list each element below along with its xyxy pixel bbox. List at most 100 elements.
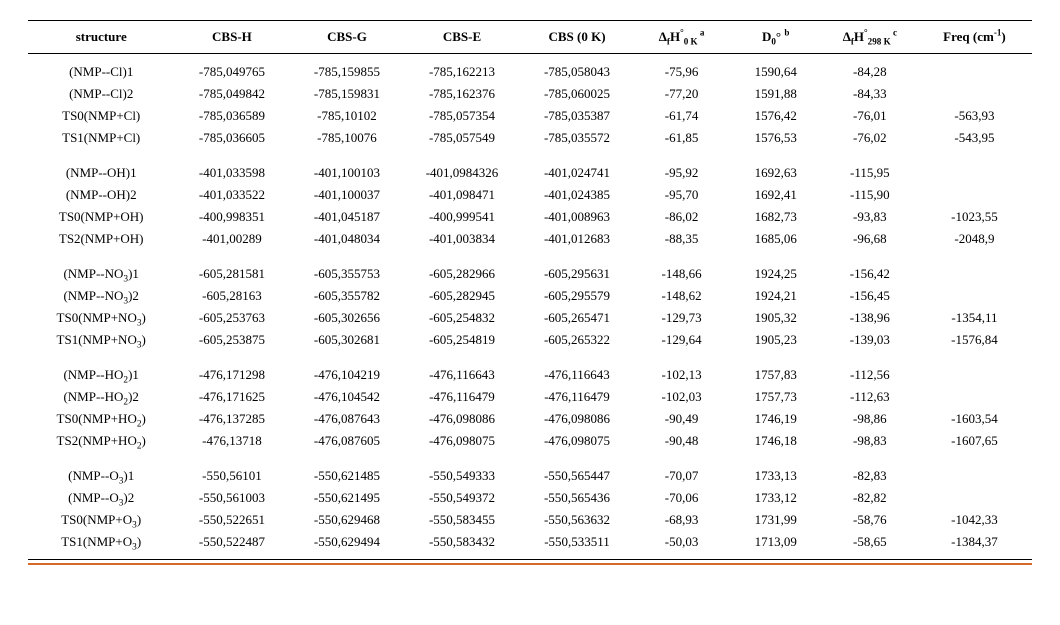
cell-d0: 1757,73 bbox=[729, 386, 823, 408]
cell-freq bbox=[917, 487, 1032, 509]
cell-cbsg: -550,621485 bbox=[289, 452, 404, 487]
cell-cbsg: -605,302656 bbox=[289, 307, 404, 329]
cell-dfh0: -70,07 bbox=[635, 452, 729, 487]
cell-cbse: -476,116643 bbox=[404, 351, 519, 386]
cell-dfh0: -77,20 bbox=[635, 83, 729, 105]
cell-cbsg: -785,159855 bbox=[289, 54, 404, 84]
table-row: (NMP--NO3)1-605,281581-605,355753-605,28… bbox=[28, 250, 1032, 285]
cell-dfh298: -96,68 bbox=[823, 228, 917, 250]
table-row: TS1(NMP+Cl)-785,036605-785,10076-785,057… bbox=[28, 127, 1032, 149]
cell-structure: (NMP--O3)1 bbox=[28, 452, 174, 487]
cell-d0: 1682,73 bbox=[729, 206, 823, 228]
cell-cbse: -550,549372 bbox=[404, 487, 519, 509]
cell-dfh298: -93,83 bbox=[823, 206, 917, 228]
cell-cbse: -400,999541 bbox=[404, 206, 519, 228]
cell-cbs0: -401,012683 bbox=[520, 228, 635, 250]
table-row: (NMP--Cl)1-785,049765-785,159855-785,162… bbox=[28, 54, 1032, 84]
cell-dfh298: -112,63 bbox=[823, 386, 917, 408]
cell-cbse: -605,254832 bbox=[404, 307, 519, 329]
cell-cbse: -401,003834 bbox=[404, 228, 519, 250]
cell-cbsg: -401,045187 bbox=[289, 206, 404, 228]
cell-cbsg: -550,629468 bbox=[289, 509, 404, 531]
col-cbs-h: CBS-H bbox=[174, 21, 289, 54]
cell-cbse: -785,162213 bbox=[404, 54, 519, 84]
table-row: TS1(NMP+O3)-550,522487-550,629494-550,58… bbox=[28, 531, 1032, 553]
cell-freq: -1384,37 bbox=[917, 531, 1032, 553]
cell-d0: 1905,32 bbox=[729, 307, 823, 329]
cell-dfh298: -76,01 bbox=[823, 105, 917, 127]
cell-dfh0: -90,48 bbox=[635, 430, 729, 452]
cell-cbsh: -605,281581 bbox=[174, 250, 289, 285]
cell-d0: 1924,25 bbox=[729, 250, 823, 285]
cell-cbs0: -605,265471 bbox=[520, 307, 635, 329]
cell-cbse: -785,057549 bbox=[404, 127, 519, 149]
table-body: (NMP--Cl)1-785,049765-785,159855-785,162… bbox=[28, 54, 1032, 554]
cell-structure: (NMP--OH)2 bbox=[28, 184, 174, 206]
cell-cbse: -401,0984326 bbox=[404, 149, 519, 184]
cell-dfh298: -84,33 bbox=[823, 83, 917, 105]
cell-cbsg: -605,355753 bbox=[289, 250, 404, 285]
table-row: (NMP--O3)1-550,56101-550,621485-550,5493… bbox=[28, 452, 1032, 487]
cell-cbsh: -476,171298 bbox=[174, 351, 289, 386]
cell-structure: TS1(NMP+O3) bbox=[28, 531, 174, 553]
cell-cbs0: -476,116479 bbox=[520, 386, 635, 408]
cell-freq: -1603,54 bbox=[917, 408, 1032, 430]
cell-structure: (NMP--Cl)1 bbox=[28, 54, 174, 84]
orange-rule bbox=[28, 563, 1032, 565]
cell-freq bbox=[917, 452, 1032, 487]
cell-d0: 1746,18 bbox=[729, 430, 823, 452]
cell-cbsh: -785,049765 bbox=[174, 54, 289, 84]
cell-cbsg: -476,104219 bbox=[289, 351, 404, 386]
col-cbs-g: CBS-G bbox=[289, 21, 404, 54]
cell-cbse: -550,583432 bbox=[404, 531, 519, 553]
cell-structure: TS2(NMP+OH) bbox=[28, 228, 174, 250]
table-row: (NMP--O3)2-550,561003-550,621495-550,549… bbox=[28, 487, 1032, 509]
cell-cbse: -550,583455 bbox=[404, 509, 519, 531]
cell-freq bbox=[917, 250, 1032, 285]
cell-cbse: -605,282966 bbox=[404, 250, 519, 285]
table-row: TS0(NMP+Cl)-785,036589-785,10102-785,057… bbox=[28, 105, 1032, 127]
cell-d0: 1746,19 bbox=[729, 408, 823, 430]
cell-cbsg: -550,621495 bbox=[289, 487, 404, 509]
cell-cbsh: -476,137285 bbox=[174, 408, 289, 430]
cell-cbs0: -401,008963 bbox=[520, 206, 635, 228]
cell-cbse: -476,116479 bbox=[404, 386, 519, 408]
cell-freq bbox=[917, 54, 1032, 84]
cell-cbsh: -605,253875 bbox=[174, 329, 289, 351]
table-row: (NMP--HO2)1-476,171298-476,104219-476,11… bbox=[28, 351, 1032, 386]
table-row: TS1(NMP+NO3)-605,253875-605,302681-605,2… bbox=[28, 329, 1032, 351]
cell-cbse: -605,254819 bbox=[404, 329, 519, 351]
cell-cbsg: -476,087605 bbox=[289, 430, 404, 452]
cell-d0: 1924,21 bbox=[729, 285, 823, 307]
table-row: (NMP--HO2)2-476,171625-476,104542-476,11… bbox=[28, 386, 1032, 408]
col-dfh0: ΔfH°0 K a bbox=[635, 21, 729, 54]
cell-cbs0: -785,035387 bbox=[520, 105, 635, 127]
cell-freq: -1576,84 bbox=[917, 329, 1032, 351]
cell-cbsh: -476,13718 bbox=[174, 430, 289, 452]
cell-cbsg: -401,100103 bbox=[289, 149, 404, 184]
cell-cbs0: -476,098086 bbox=[520, 408, 635, 430]
cell-cbsh: -605,253763 bbox=[174, 307, 289, 329]
cell-d0: 1731,99 bbox=[729, 509, 823, 531]
cell-freq: -1023,55 bbox=[917, 206, 1032, 228]
cell-dfh298: -58,65 bbox=[823, 531, 917, 553]
cell-freq bbox=[917, 184, 1032, 206]
cell-dfh298: -112,56 bbox=[823, 351, 917, 386]
col-cbs-0k: CBS (0 K) bbox=[520, 21, 635, 54]
cell-cbsh: -550,522651 bbox=[174, 509, 289, 531]
cell-cbs0: -401,024385 bbox=[520, 184, 635, 206]
cell-d0: 1757,83 bbox=[729, 351, 823, 386]
cell-cbs0: -550,565436 bbox=[520, 487, 635, 509]
cell-dfh298: -156,45 bbox=[823, 285, 917, 307]
cell-structure: TS0(NMP+OH) bbox=[28, 206, 174, 228]
cell-freq: -1607,65 bbox=[917, 430, 1032, 452]
col-d0: D0° b bbox=[729, 21, 823, 54]
cell-freq: -1354,11 bbox=[917, 307, 1032, 329]
data-table: structure CBS-H CBS-G CBS-E CBS (0 K) Δf… bbox=[28, 20, 1032, 553]
cell-dfh0: -102,13 bbox=[635, 351, 729, 386]
cell-cbsh: -550,561003 bbox=[174, 487, 289, 509]
cell-cbse: -401,098471 bbox=[404, 184, 519, 206]
table-row: TS2(NMP+HO2)-476,13718-476,087605-476,09… bbox=[28, 430, 1032, 452]
cell-cbs0: -476,098075 bbox=[520, 430, 635, 452]
table-row: (NMP--Cl)2-785,049842-785,159831-785,162… bbox=[28, 83, 1032, 105]
